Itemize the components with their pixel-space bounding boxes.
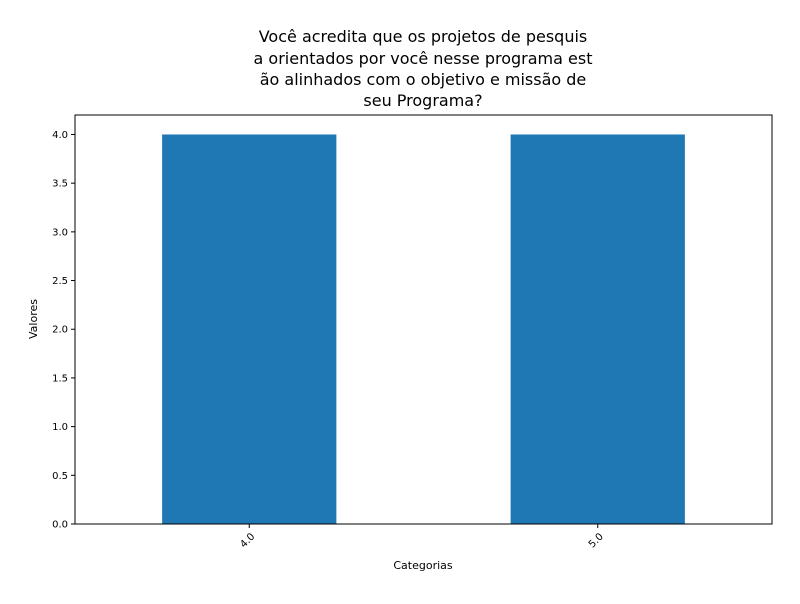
x-tick-label: 5.0 [587, 531, 606, 550]
y-tick-label: 1.0 [52, 422, 68, 433]
y-tick-label: 4.0 [52, 130, 68, 141]
bar-5.0 [510, 134, 685, 524]
y-tick-label: 0.5 [52, 471, 68, 482]
chart-title-line-2: a orientados por você nesse programa est [254, 49, 593, 68]
bar-4.0 [162, 134, 337, 524]
x-axis-ticks: 4.0 5.0 [238, 524, 606, 550]
y-axis-label: Valores [27, 299, 40, 339]
chart-title: Você acredita que os projetos de pesquis… [254, 27, 593, 110]
chart-title-line-1: Você acredita que os projetos de pesquis [259, 27, 588, 46]
chart-title-line-3: ão alinhados com o objetivo e missão de [260, 70, 587, 89]
y-tick-label: 3.0 [52, 227, 68, 238]
x-axis-label: Categorias [393, 559, 453, 572]
x-tick-label: 4.0 [238, 531, 257, 550]
bars [162, 134, 685, 524]
y-tick-label: 2.0 [52, 325, 68, 336]
y-axis-ticks: 0.0 0.5 1.0 1.5 2.0 2.5 3.0 3.5 4.0 [52, 130, 75, 531]
y-tick-label: 1.5 [52, 373, 68, 384]
plot-area-frame [74, 114, 773, 525]
y-tick-label: 0.0 [52, 520, 68, 531]
chart-title-line-4: seu Programa? [363, 91, 482, 110]
y-tick-label: 2.5 [52, 276, 68, 287]
y-tick-label: 3.5 [52, 179, 68, 190]
